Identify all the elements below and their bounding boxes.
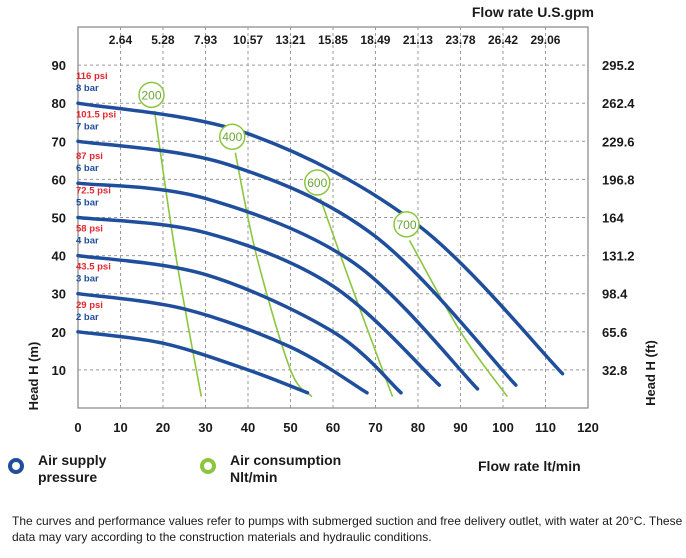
pressure-bar-label: 4 bar bbox=[76, 236, 99, 247]
y-tick-label: 30 bbox=[52, 287, 66, 302]
air-consumption-line bbox=[319, 198, 394, 397]
pressure-bar-label: 3 bar bbox=[76, 274, 99, 285]
pressure-psi-label: 116 psi bbox=[76, 71, 108, 82]
pressure-line bbox=[76, 101, 565, 376]
legend-pressure-line2: pressure bbox=[38, 469, 98, 485]
x-tick-label: 60 bbox=[326, 420, 340, 435]
x-tick-label: 40 bbox=[241, 420, 255, 435]
y-tick-label: 80 bbox=[52, 96, 66, 111]
legend-consumption-line2: Nlt/min bbox=[230, 469, 278, 485]
y-tick-label: 70 bbox=[52, 134, 66, 149]
y-axis-title: Head H (m) bbox=[26, 342, 41, 411]
x2-tick-label: 13.21 bbox=[275, 33, 305, 47]
x2-tick-label: 10.57 bbox=[233, 33, 263, 47]
x2-tick-label: 23.78 bbox=[446, 33, 476, 47]
pressure-psi-label: 101.5 psi bbox=[76, 109, 116, 120]
y-axis-ticks: 10 20 30 40 50 60 70 80 90 bbox=[52, 58, 66, 378]
air-consumption-bubble bbox=[219, 123, 246, 150]
y2-tick-label: 196.8 bbox=[602, 172, 635, 187]
air-consumption-line bbox=[153, 110, 203, 397]
x-tick-label: 20 bbox=[156, 420, 170, 435]
air-consumption-label: 600 bbox=[307, 176, 327, 190]
x-tick-label: 120 bbox=[577, 420, 599, 435]
y2-axis-title: Head H (ft) bbox=[643, 340, 658, 406]
y-tick-label: 60 bbox=[52, 172, 66, 187]
pressure-line bbox=[76, 181, 480, 391]
y2-tick-label: 229.6 bbox=[602, 134, 635, 149]
air-consumption-label: 400 bbox=[222, 130, 242, 144]
air-consumption-bubble bbox=[304, 169, 331, 196]
pressure-line bbox=[76, 253, 403, 395]
pressure-bar-label: 5 bar bbox=[76, 198, 99, 209]
y-tick-label: 40 bbox=[52, 249, 66, 264]
x-tick-label: 100 bbox=[492, 420, 514, 435]
air-consumption-label: 700 bbox=[396, 218, 416, 232]
y2-tick-label: 131.2 bbox=[602, 249, 635, 264]
y2-axis-ticks: 295.2 262.4 229.6 196.8 164 131.2 98.4 65.6 32.8 bbox=[602, 58, 635, 378]
pressure-psi-label: 43.5 psi bbox=[76, 262, 111, 273]
legend-consumption-line1: Air consumption bbox=[230, 452, 342, 468]
x2-axis-ticks: 2.64 5.28 7.93 10.57 13.21 15.85 18.49 21.13 23.… bbox=[109, 33, 561, 47]
pressure-psi-label: 87 psi bbox=[76, 151, 103, 162]
pressure-ring-icon bbox=[8, 458, 24, 474]
x-tick-label: 30 bbox=[198, 420, 212, 435]
y-tick-label: 90 bbox=[52, 58, 66, 73]
pressure-psi-label: 58 psi bbox=[76, 224, 103, 235]
y2-tick-label: 32.8 bbox=[602, 363, 627, 378]
y2-tick-label: 295.2 bbox=[602, 58, 635, 73]
pressure-line bbox=[76, 139, 518, 387]
pump-performance-chart: 0 10 20 30 40 50 60 70 80 90 100 110 120 10 20 30 40 50 6… bbox=[26, 4, 658, 435]
y2-tick-label: 98.4 bbox=[602, 287, 628, 302]
footnote: The curves and performance values refer … bbox=[12, 514, 683, 544]
y2-tick-label: 65.6 bbox=[602, 325, 627, 340]
x-tick-label: 10 bbox=[113, 420, 127, 435]
y2-tick-label: 164 bbox=[602, 211, 624, 226]
pressure-line bbox=[76, 215, 442, 387]
pressure-bar-label: 2 bar bbox=[76, 312, 99, 323]
x-axis-ticks: 0 10 20 30 40 50 60 70 80 90 100 110 120 bbox=[74, 420, 598, 435]
x2-tick-label: 5.28 bbox=[151, 33, 175, 47]
pressure-bar-label: 8 bar bbox=[76, 83, 99, 94]
x2-tick-label: 21.13 bbox=[403, 33, 433, 47]
air-consumption-line bbox=[234, 152, 313, 398]
x-tick-label: 50 bbox=[283, 420, 297, 435]
pressure-line bbox=[76, 291, 369, 395]
x-tick-label: 110 bbox=[535, 420, 556, 435]
air-consumption-label: 200 bbox=[141, 88, 161, 102]
pressure-psi-label: 72.5 psi bbox=[76, 186, 111, 197]
pressure-curves bbox=[76, 101, 565, 395]
x-tick-label: 90 bbox=[453, 420, 467, 435]
y-tick-label: 20 bbox=[52, 325, 66, 340]
air-consumption-bubble bbox=[138, 81, 165, 109]
air-consumption-line bbox=[408, 240, 508, 398]
x2-tick-label: 15.85 bbox=[318, 33, 348, 47]
consumption-ring-icon bbox=[200, 458, 216, 474]
x2-tick-label: 26.42 bbox=[488, 33, 518, 47]
x2-tick-label: 7.93 bbox=[194, 33, 218, 47]
x2-axis-title: Flow rate U.S.gpm bbox=[472, 4, 594, 20]
x-tick-label: 0 bbox=[74, 420, 81, 435]
air-consumption-bubbles: 200 400 600 700 bbox=[138, 81, 420, 238]
pressure-bar-label: 7 bar bbox=[76, 121, 99, 132]
y-tick-label: 50 bbox=[52, 211, 66, 226]
air-consumption-bubble bbox=[393, 211, 420, 238]
pressure-line bbox=[76, 330, 310, 395]
x-tick-label: 80 bbox=[411, 420, 425, 435]
y2-tick-label: 262.4 bbox=[602, 96, 635, 111]
y-tick-label: 10 bbox=[52, 363, 66, 378]
x2-tick-label: 2.64 bbox=[109, 33, 133, 47]
pressure-psi-label: 29 psi bbox=[76, 300, 103, 311]
x-axis-title: Flow rate lt/min bbox=[478, 458, 581, 474]
x2-tick-label: 29.06 bbox=[530, 33, 560, 47]
air-consumption-curves bbox=[153, 110, 508, 398]
x2-tick-label: 18.49 bbox=[360, 33, 390, 47]
pressure-bar-label: 6 bar bbox=[76, 163, 99, 174]
x-tick-label: 70 bbox=[368, 420, 382, 435]
legend-pressure-line1: Air supply bbox=[38, 452, 107, 468]
